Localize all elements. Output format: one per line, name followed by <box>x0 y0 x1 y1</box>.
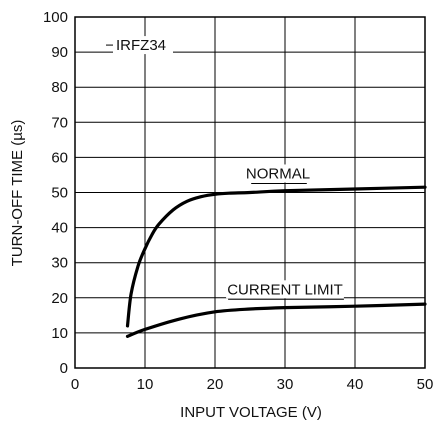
x-tick-label-4: 40 <box>347 376 364 393</box>
x-tick-label-2: 20 <box>207 376 224 393</box>
series-line-normal <box>125 185 427 328</box>
y-tick-label-6: 60 <box>51 149 68 166</box>
series-line-current-limit <box>125 302 427 338</box>
device-annotation: IRFZ34 <box>116 37 166 54</box>
x-tick-label-5: 50 <box>417 376 434 393</box>
y-tick-label-4: 40 <box>51 220 68 237</box>
axes: 0 10 20 30 40 50 0 10 20 30 40 50 60 70 80 90 100 <box>43 9 433 393</box>
y-tick-label-3: 30 <box>51 255 68 272</box>
y-tick-label-9: 90 <box>51 44 68 61</box>
series-label-normal: NORMAL <box>246 165 310 182</box>
plot-frame <box>74 16 426 369</box>
y-tick-label-1: 10 <box>51 325 68 342</box>
y-tick-label-10: 100 <box>43 9 68 26</box>
x-tick-label-1: 10 <box>137 376 154 393</box>
y-tick-label-2: 20 <box>51 290 68 307</box>
y-tick-label-7: 70 <box>51 114 68 131</box>
chart-annotations: NORMAL CURRENT LIMIT IRFZ34 <box>106 36 344 300</box>
series-label-current-limit: CURRENT LIMIT <box>227 281 343 298</box>
y-tick-label-0: 0 <box>60 360 68 377</box>
y-axis-label: TURN-OFF TIME (µs) <box>9 120 26 267</box>
chart-labels: INPUT VOLTAGE (V) TURN-OFF TIME (µs) <box>9 120 322 421</box>
y-tick-label-8: 80 <box>51 79 68 96</box>
series-label-bg-normal <box>249 164 307 183</box>
x-tick-label-3: 30 <box>277 376 294 393</box>
series-label-bg-current-limit <box>226 280 344 299</box>
x-tick-label-0: 0 <box>71 376 79 393</box>
x-axis-label: INPUT VOLTAGE (V) <box>180 404 322 421</box>
annotation-bg-0 <box>113 36 173 55</box>
y-tick-label-5: 50 <box>51 185 68 202</box>
series-lines <box>125 185 427 338</box>
